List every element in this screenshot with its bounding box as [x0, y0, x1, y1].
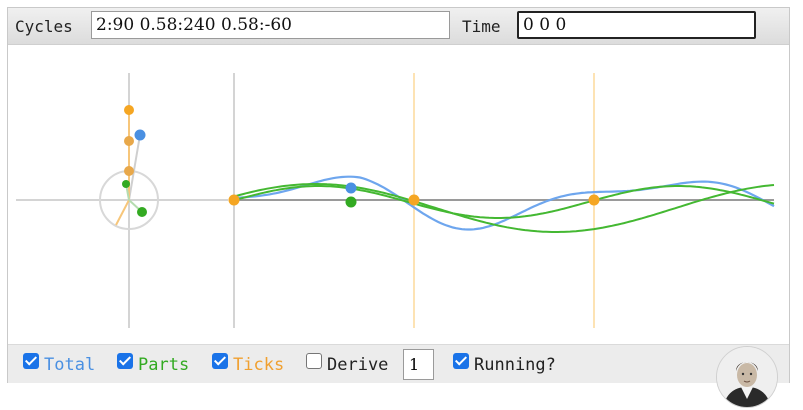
total-marker [345, 182, 357, 194]
derive-label: Derive [327, 355, 389, 375]
total-dot [134, 129, 146, 141]
total-label: Total [44, 355, 96, 375]
total-checkbox[interactable] [23, 353, 39, 369]
total-wave [233, 175, 775, 231]
parts-checkbox[interactable] [117, 353, 133, 369]
portrait-avatar-icon [716, 346, 778, 408]
total-phasor-arm [128, 134, 141, 201]
tick-dot [124, 166, 134, 176]
ticks-checkbox[interactable] [212, 353, 228, 369]
running-label: Running? [474, 355, 556, 375]
tick-marker [408, 194, 420, 206]
parts-label: Parts [138, 355, 190, 375]
part-marker [345, 196, 357, 208]
time-label: Time [462, 17, 501, 36]
ticks-label: Ticks [233, 355, 285, 375]
derive-order-input[interactable] [403, 349, 434, 380]
part-wave [233, 185, 775, 219]
app-frame: Cycles Time [7, 7, 790, 383]
tick-marker [228, 194, 240, 206]
running-checkbox[interactable] [453, 353, 469, 369]
time-input[interactable] [517, 11, 756, 39]
bottom-controls: Total Parts Ticks Derive Running? [8, 344, 789, 383]
tick-dot [124, 105, 134, 115]
part-dot [137, 207, 147, 217]
derive-checkbox[interactable] [306, 353, 322, 369]
cycles-input[interactable] [91, 11, 450, 39]
tick-phasor-arm [115, 199, 130, 226]
plot-canvas [16, 73, 775, 328]
part-wave [233, 183, 775, 233]
top-toolbar: Cycles Time [8, 8, 789, 45]
tick-dot [124, 136, 134, 146]
part-dot [122, 180, 130, 188]
cycles-label: Cycles [15, 17, 73, 36]
tick-marker [588, 194, 600, 206]
